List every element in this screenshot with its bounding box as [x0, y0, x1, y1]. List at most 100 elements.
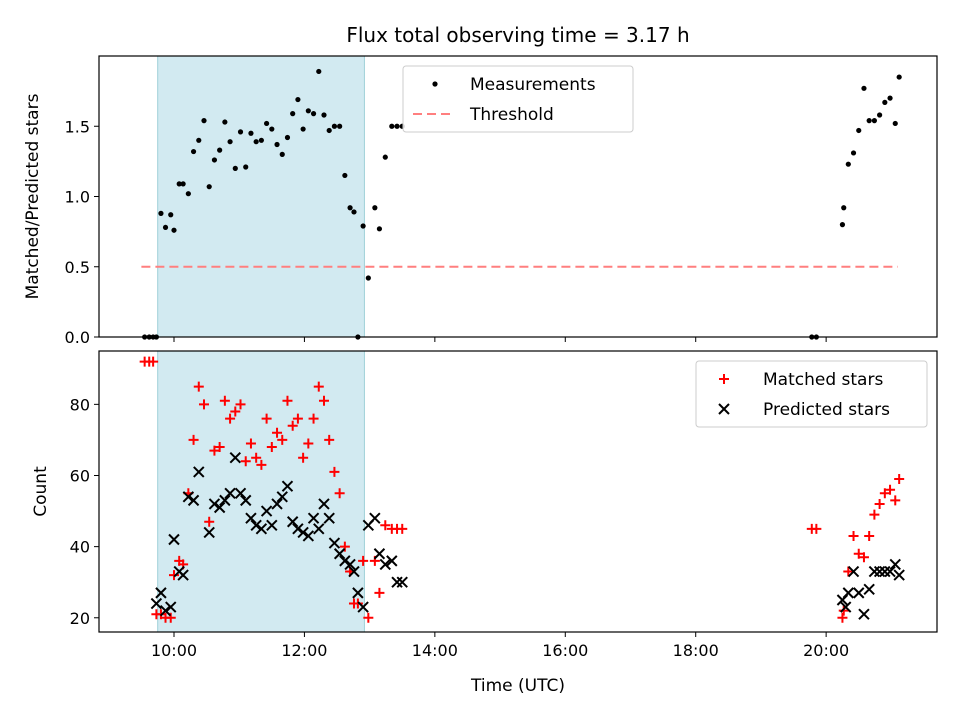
predicted-star-point [234, 487, 247, 499]
predicted-star-point [839, 601, 852, 613]
predicted-star-point [318, 498, 330, 510]
measurement-point [290, 111, 296, 117]
x-tick-label: 10:00 [151, 641, 197, 660]
predicted-star-point [373, 548, 386, 560]
predicted-star-point [879, 565, 891, 578]
measurement-point [158, 210, 164, 216]
matched-star-point [837, 612, 848, 623]
matched-star-point [266, 442, 277, 453]
measurement-point [887, 95, 893, 101]
measurement-point [839, 222, 846, 228]
predicted-star-point [219, 494, 231, 507]
measurement-point [176, 181, 182, 187]
matched-star-point [277, 434, 288, 445]
measurement-point [243, 164, 249, 170]
predicted-star-point [323, 512, 335, 524]
measurement-point [342, 172, 348, 179]
measurement-point [871, 118, 877, 124]
x-axis-label: Time (UTC) [470, 676, 565, 696]
measurement-point [185, 191, 191, 197]
matched-star-point [358, 555, 369, 566]
predicted-star-point [266, 519, 278, 531]
predicted-star-point [276, 491, 288, 503]
predicted-star-point [165, 601, 177, 613]
series-predicted-stars [150, 452, 905, 620]
predicted-star-point [386, 555, 398, 567]
measurement-point [171, 227, 177, 233]
predicted-star-point [271, 498, 283, 510]
axes-frame [98, 350, 938, 633]
figure-title: Flux total observing time = 3.17 h [346, 23, 689, 47]
measurement-point [269, 126, 275, 132]
measurement-point [295, 96, 301, 103]
measurement-point [227, 139, 233, 145]
measurement-point [196, 137, 202, 143]
matched-star-point [848, 530, 859, 541]
measurement-point [300, 126, 306, 132]
measurement-point [321, 112, 327, 118]
matched-star-point [890, 495, 901, 506]
x-tick-label: 16:00 [542, 641, 588, 660]
legend: Matched stars Predicted stars [695, 360, 928, 428]
legend: Measurements Threshold [402, 65, 634, 133]
measurement-point [310, 111, 317, 117]
matched-star-point [894, 474, 905, 485]
legend-label: Measurements [470, 75, 596, 95]
observing-window-span [157, 55, 365, 338]
matched-star-point [374, 587, 385, 598]
x-tick-label: 14:00 [412, 641, 458, 660]
matched-star-point [256, 459, 267, 470]
predicted-star-point [344, 558, 356, 571]
predicted-star-point [352, 587, 364, 599]
predicted-star-point [155, 587, 167, 599]
measurement-point [845, 161, 851, 167]
predicted-star-point [286, 516, 299, 528]
predicted-star-point [868, 565, 881, 578]
predicted-star-point [168, 533, 180, 546]
predicted-star-point [357, 601, 369, 613]
legend-handle-measurements [432, 81, 438, 87]
measurement-point [248, 130, 254, 136]
predicted-star-point [328, 537, 341, 549]
matched-star-point [874, 498, 885, 509]
predicted-star-point [240, 494, 252, 507]
predicted-star-point [847, 565, 860, 578]
measurement-point [866, 118, 872, 124]
predicted-star-point [213, 501, 226, 514]
predicted-star-point [229, 452, 242, 464]
predicted-star-point [391, 576, 403, 588]
y-tick-label: 20 [70, 609, 90, 628]
predicted-star-point [150, 597, 163, 610]
predicted-star-point [292, 523, 304, 535]
x-tick-label: 18:00 [673, 641, 719, 660]
measurement-point [365, 275, 371, 281]
predicted-star-point [369, 512, 381, 524]
matched-star-point [397, 523, 408, 534]
matched-star-point [879, 488, 890, 499]
predicted-star-point [187, 494, 200, 507]
predicted-star-point [245, 512, 257, 524]
ratio-panel: 0.0 0.5 1.0 1.5 Matched/Predicted stars Measu… [23, 55, 938, 347]
measurement-point [206, 184, 212, 190]
matched-star-point [272, 427, 283, 438]
legend-box [402, 65, 634, 133]
matched-star-point [282, 395, 293, 406]
predicted-star-point [873, 565, 886, 578]
measurement-point [232, 165, 238, 171]
legend-handle-matched [719, 374, 729, 384]
legend-label: Predicted stars [763, 400, 890, 420]
measurement-point [882, 99, 888, 105]
measurement-point [331, 123, 338, 129]
observing-window-span [157, 350, 365, 633]
measurement-point [394, 123, 400, 129]
predicted-star-point [177, 569, 189, 581]
measurement-point [237, 129, 244, 135]
matched-star-point [245, 438, 256, 449]
measurement-point [892, 120, 898, 127]
predicted-star-point [339, 555, 351, 567]
measurement-point [211, 157, 218, 163]
predicted-star-point [255, 523, 268, 535]
measurement-point [389, 123, 395, 129]
measurement-point [337, 123, 343, 129]
y-tick-label: 80 [70, 395, 90, 414]
